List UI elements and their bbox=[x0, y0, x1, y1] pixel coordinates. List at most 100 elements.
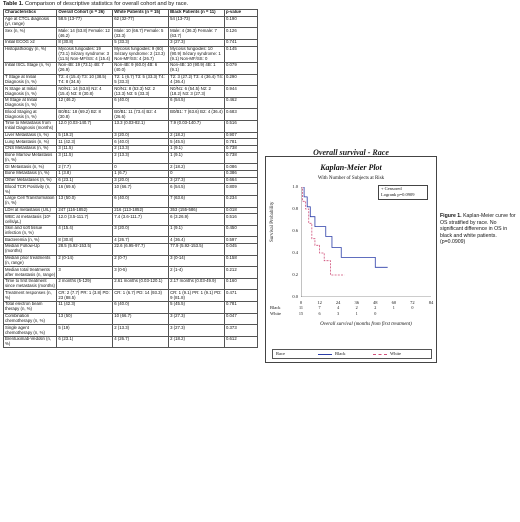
km-legend: + Censored Logrank p=0.0909 bbox=[378, 185, 428, 200]
p-value-cell: 0.809 bbox=[223, 183, 259, 196]
p-value-cell: 0.047 bbox=[223, 312, 259, 326]
p-value-cell: 0.086 bbox=[223, 163, 259, 171]
table-header-row: Characteristics Overall Cohort (n = 26) … bbox=[2, 9, 259, 17]
table-cell: 6 (40.0) bbox=[112, 138, 170, 146]
table-cell: 2 (18.2) bbox=[168, 335, 225, 349]
header-white: White Patients (n = 15) bbox=[112, 9, 170, 17]
table-cell: 77.9 (5.92-153.5) bbox=[168, 243, 225, 256]
table-cell: Mycosis fungoides: 19 (73.1) Sézary synd… bbox=[56, 45, 114, 64]
caption-text: Kaplan-Meier curve for OS stratified by … bbox=[440, 213, 516, 246]
risk-label-white: White bbox=[270, 311, 281, 316]
table-cell: 3 (27.3) bbox=[168, 38, 225, 47]
table-row: GI Metastasis (n, %) 2 (7.7) 0 2 (18.2) 0.08… bbox=[2, 163, 259, 171]
table-row: Blood Staging at Diagnosis (n, %) B0/B1: … bbox=[2, 108, 259, 122]
p-value-cell: 0.160 bbox=[223, 277, 259, 291]
figure-caption: Figure 1. Kaplan-Meier curve for OS stra… bbox=[440, 213, 518, 246]
table-cell: 13 (50) bbox=[56, 312, 114, 326]
p-value-cell: 0.597 bbox=[223, 236, 259, 245]
table-cell: 216 (113-1852) bbox=[112, 206, 170, 215]
bottom-legend-white-line bbox=[373, 354, 387, 355]
header-characteristics: Characteristics bbox=[2, 9, 58, 17]
km-title: Kaplan-Meier Plot bbox=[320, 163, 382, 172]
table-row: Other Metastases (n, %) 6 (23.1) 3 (20.0) 3… bbox=[2, 176, 259, 185]
row-label: Liver Metastasis (n, %) bbox=[2, 131, 58, 140]
km-bottom-legend: Race Black White bbox=[272, 349, 432, 359]
km-xtick: 24 bbox=[335, 300, 341, 305]
table-row: Lung Metastasis (n, %) 11 (42.3) 6 (40.0) 5… bbox=[2, 138, 259, 146]
p-value-cell: 0.126 bbox=[223, 27, 259, 40]
km-plot-area bbox=[301, 187, 431, 297]
table-row: Median total treatments after metastasis… bbox=[2, 266, 259, 279]
table-cell: 10 (66.7) bbox=[112, 312, 170, 326]
table-row: Age at CTCL diagnosis (yr, range) 58.5 (1… bbox=[2, 15, 259, 29]
table-cell: 3 (27.3) bbox=[168, 324, 225, 337]
km-ytick: 0.8 bbox=[292, 206, 298, 211]
risk-label-black: Black bbox=[270, 305, 281, 310]
table-cell: N0/N1: 6 (54.5) N2: 2 (18.2) N3: 3 (27.3… bbox=[168, 85, 225, 98]
header-overall: Overall Cohort (n = 26) bbox=[56, 9, 114, 17]
table-cell: B0/B1: 11 (73.4) B2: 4 (26.6) bbox=[112, 108, 170, 122]
table-cell: 1 (9.1) bbox=[168, 151, 225, 165]
km-xtick: 84 bbox=[428, 300, 434, 305]
row-label: Treatment responses (n, %) bbox=[2, 289, 58, 303]
km-xlabel: Overall survival (months from first trea… bbox=[320, 322, 412, 327]
table-cell: 13.3 (0.03-82.1) bbox=[112, 120, 170, 133]
table-cell: Mycosis fungoides: 10 (90.9) Sézary synd… bbox=[168, 45, 225, 64]
risk-count: 7 bbox=[318, 305, 321, 310]
table-row: WBC at metastasis (10³ cells/µL) 12.0 (3.… bbox=[2, 213, 259, 226]
table-cell: 0 bbox=[168, 169, 225, 178]
table-cell: 6 (3.26.9) bbox=[168, 213, 225, 226]
table-cell: Mycosis fungoides: 9 (60) Sézary syndrom… bbox=[112, 45, 170, 64]
table-cell: 353 (155-586) bbox=[168, 206, 225, 215]
risk-count: 0 bbox=[411, 305, 414, 310]
row-label: Other Metastases (n, %) bbox=[2, 176, 58, 185]
table-cell: 6 (54.5) bbox=[168, 96, 225, 110]
table-cell: 2 (0-7) bbox=[112, 254, 170, 268]
row-label: Total electron beam therapy (n, %) bbox=[2, 301, 58, 314]
km-xtick: 72 bbox=[410, 300, 415, 305]
table-cell: CR: 1 (6.7) PD: 14 (93.3) bbox=[112, 289, 170, 303]
km-ytick: 0.2 bbox=[292, 272, 298, 277]
row-label: LDH at metastasis (U/L) bbox=[2, 206, 58, 215]
table-cell: 54 (13-73) bbox=[168, 15, 225, 29]
p-value-cell: 0.944 bbox=[223, 85, 259, 98]
table-cell: 3 (0-5) bbox=[112, 266, 170, 279]
p-value-cell: 0.450 bbox=[223, 224, 259, 238]
row-label: Median total treatments after metastasis… bbox=[2, 266, 58, 279]
row-label: GI Metastasis (n, %) bbox=[2, 163, 58, 171]
table-row: Skin and soft tissue infection (n, %) 4 (… bbox=[2, 224, 259, 238]
table-cell: 3 (20.0) bbox=[112, 176, 170, 185]
table-cell: B0/B1: 7 (63.6) B2: 4 (36.4) bbox=[168, 108, 225, 122]
table-row: Sex (n, %) Male: 14 (53.8) Female: 12 (46… bbox=[2, 27, 259, 40]
table-row: Time to first treatment since metastasis… bbox=[2, 277, 259, 291]
row-label: Sex (n, %) bbox=[2, 27, 58, 40]
caption-label: Figure 1. bbox=[440, 213, 462, 219]
table-cell: 1 (3.8) bbox=[56, 169, 114, 178]
table-row: Liver Metastasis (n, %) 5 (19.2) 3 (20.0) 2… bbox=[2, 131, 259, 140]
table-row: Total electron beam therapy (n, %) 11 (42… bbox=[2, 301, 259, 314]
table-cell: 62 (32-77) bbox=[112, 15, 170, 29]
table-cell: 11 (42.3) bbox=[56, 138, 114, 146]
row-label: Age at CTCL diagnosis (yr, range) bbox=[2, 15, 58, 29]
row-label: Time to first treatment since metastasis… bbox=[2, 277, 58, 291]
row-label: WBC at metastasis (10³ cells/µL) bbox=[2, 213, 58, 226]
table-title-label: Table 1. bbox=[3, 1, 24, 7]
risk-count: 4 bbox=[337, 305, 340, 310]
row-label: Bone Metastasis (n, %) bbox=[2, 169, 58, 178]
table-cell: 6 (40.0) bbox=[112, 96, 170, 110]
table-row: Median Follow-Up (months) 28.5 (5.92-153.… bbox=[2, 243, 259, 256]
table-cell: N0/N1: 8 (53.3) N2: 2 (13.3) N3: 5 (33.3… bbox=[112, 85, 170, 98]
table-cell: 28.5 (5.92-153.5) bbox=[56, 243, 114, 256]
table-cell: 7 (63.6) bbox=[168, 194, 225, 208]
km-ytick: 0.6 bbox=[292, 228, 298, 233]
table-cell: 3 (20.0) bbox=[112, 131, 170, 140]
p-value-cell: 0.516 bbox=[223, 213, 259, 226]
table-cell: 2 (18.2) bbox=[168, 131, 225, 140]
table-cell: 6 (23.1) bbox=[56, 335, 114, 349]
table-cell: N0/N1: 14 (53.8) N2: 4 (15.4) N3: 8 (30.… bbox=[56, 85, 114, 98]
table-cell: 6 (54.5) bbox=[168, 183, 225, 196]
table-row: Blood TCR Positivity (n, %) 16 (69.6) 10 (… bbox=[2, 183, 259, 196]
table-cell: 4 (26.7) bbox=[112, 335, 170, 349]
table-cell: 16 (69.6) bbox=[56, 183, 114, 196]
